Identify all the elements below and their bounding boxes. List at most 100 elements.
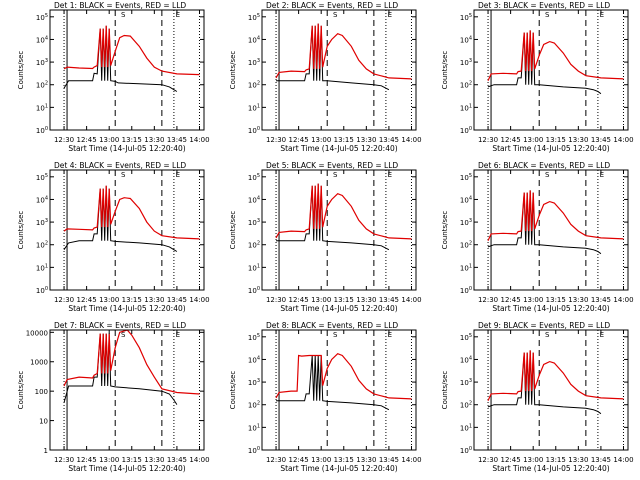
- series-line-events: [276, 23, 390, 91]
- y-tick-label: 100: [460, 126, 472, 135]
- x-tick-label: 13:15: [546, 456, 566, 464]
- y-tick-label: 101: [36, 263, 48, 272]
- x-tick-label: 13:00: [99, 456, 119, 464]
- x-tick-label: 13:15: [546, 136, 566, 144]
- x-tick-label: 13:30: [568, 456, 588, 464]
- y-axis-label: Counts/sec: [17, 371, 25, 410]
- x-tick-label: 12:45: [77, 136, 97, 144]
- y-tick-label: 100: [36, 126, 48, 135]
- panel-title: Det 2: BLACK = Events, RED = LLD: [266, 1, 398, 10]
- panel-title: Det 6: BLACK = Events, RED = LLD: [478, 161, 610, 170]
- marker-e: E: [600, 171, 604, 179]
- y-tick-label: 100: [248, 446, 260, 455]
- series-line-events: [487, 30, 602, 95]
- marker-s: S: [545, 171, 550, 179]
- x-tick-label: 14:00: [613, 136, 633, 144]
- x-axis-label: Start Time (14-Jul-05 12:20:40): [280, 464, 397, 473]
- y-tick-label: 105: [460, 13, 472, 22]
- y-tick-label: 100: [36, 286, 48, 295]
- marker-e: E: [600, 11, 604, 19]
- panel-title: Det 9: BLACK = Events, RED = LLD: [478, 321, 610, 330]
- x-tick-label: 13:30: [356, 296, 376, 304]
- x-tick-label: 12:30: [266, 456, 286, 464]
- y-tick-label: 103: [248, 378, 260, 387]
- y-axis-label: Counts/sec: [229, 51, 237, 90]
- y-tick-label: 101: [248, 103, 260, 112]
- y-axis-label: Counts/sec: [229, 211, 237, 250]
- x-tick-label: 13:30: [568, 296, 588, 304]
- x-tick-label: 13:30: [356, 456, 376, 464]
- y-tick-label: 104: [460, 195, 472, 204]
- series-line-events: [487, 350, 602, 415]
- x-tick-label: 12:30: [54, 296, 74, 304]
- marker-s: S: [121, 331, 126, 339]
- y-axis-label: Counts/sec: [441, 211, 449, 250]
- y-tick-label: 100: [35, 388, 48, 396]
- series-line-lld: [487, 350, 624, 401]
- y-tick-label: 104: [248, 195, 260, 204]
- x-tick-label: 13:45: [379, 296, 399, 304]
- series-line-events: [63, 25, 178, 92]
- series-line-lld: [275, 23, 412, 80]
- x-tick-label: 13:45: [379, 456, 399, 464]
- x-tick-label: 13:15: [546, 296, 566, 304]
- marker-e: E: [176, 171, 180, 179]
- panel-title: Det 1: BLACK = Events, RED = LLD: [54, 1, 186, 10]
- series-line-lld: [487, 190, 624, 241]
- y-tick-label: 104: [248, 35, 260, 44]
- y-tick-label: 103: [248, 58, 260, 67]
- marker-e: E: [388, 331, 392, 339]
- y-tick-label: 105: [36, 173, 48, 182]
- y-axis-label: Counts/sec: [229, 371, 237, 410]
- x-tick-label: 13:45: [379, 136, 399, 144]
- x-tick-label: 13:00: [523, 456, 543, 464]
- series-line-events: [276, 355, 390, 411]
- y-tick-label: 104: [36, 35, 48, 44]
- y-tick-label: 101: [248, 423, 260, 432]
- x-tick-label: 12:45: [77, 296, 97, 304]
- series-line-lld: [275, 353, 412, 400]
- y-tick-label: 1: [44, 447, 48, 455]
- y-tick-label: 105: [460, 333, 472, 342]
- y-tick-label: 101: [248, 263, 260, 272]
- y-tick-label: 103: [248, 218, 260, 227]
- x-tick-label: 13:45: [591, 456, 611, 464]
- marker-e: E: [388, 11, 392, 19]
- marker-s: S: [121, 11, 126, 19]
- plot-frame: [473, 329, 629, 451]
- y-tick-label: 103: [460, 378, 472, 387]
- x-tick-label: 13:15: [122, 136, 142, 144]
- marker-e: E: [176, 11, 180, 19]
- x-tick-label: 12:30: [54, 456, 74, 464]
- y-tick-label: 103: [460, 58, 472, 67]
- marker-s: S: [333, 11, 338, 19]
- y-tick-label: 102: [460, 241, 472, 250]
- x-tick-label: 13:00: [311, 136, 331, 144]
- x-tick-label: 12:45: [501, 456, 521, 464]
- x-axis-label: Start Time (14-Jul-05 12:20:40): [68, 144, 185, 153]
- series-line-lld: [487, 30, 624, 81]
- x-axis-label: Start Time (14-Jul-05 12:20:40): [492, 144, 609, 153]
- panel-title: Det 3: BLACK = Events, RED = LLD: [478, 1, 610, 10]
- plot-frame: [261, 169, 417, 291]
- y-tick-label: 101: [36, 103, 48, 112]
- y-tick-label: 102: [460, 401, 472, 410]
- x-tick-label: 14:00: [189, 136, 209, 144]
- marker-s: S: [333, 171, 338, 179]
- y-tick-label: 104: [36, 195, 48, 204]
- panel-title: Det 7: BLACK = Events, RED = LLD: [54, 321, 186, 330]
- x-tick-label: 12:45: [501, 296, 521, 304]
- y-tick-label: 10000: [26, 329, 48, 337]
- marker-e: E: [600, 331, 604, 339]
- x-tick-label: 13:30: [568, 136, 588, 144]
- y-axis-label: Counts/sec: [441, 371, 449, 410]
- x-tick-label: 12:30: [266, 296, 286, 304]
- y-tick-label: 105: [248, 173, 260, 182]
